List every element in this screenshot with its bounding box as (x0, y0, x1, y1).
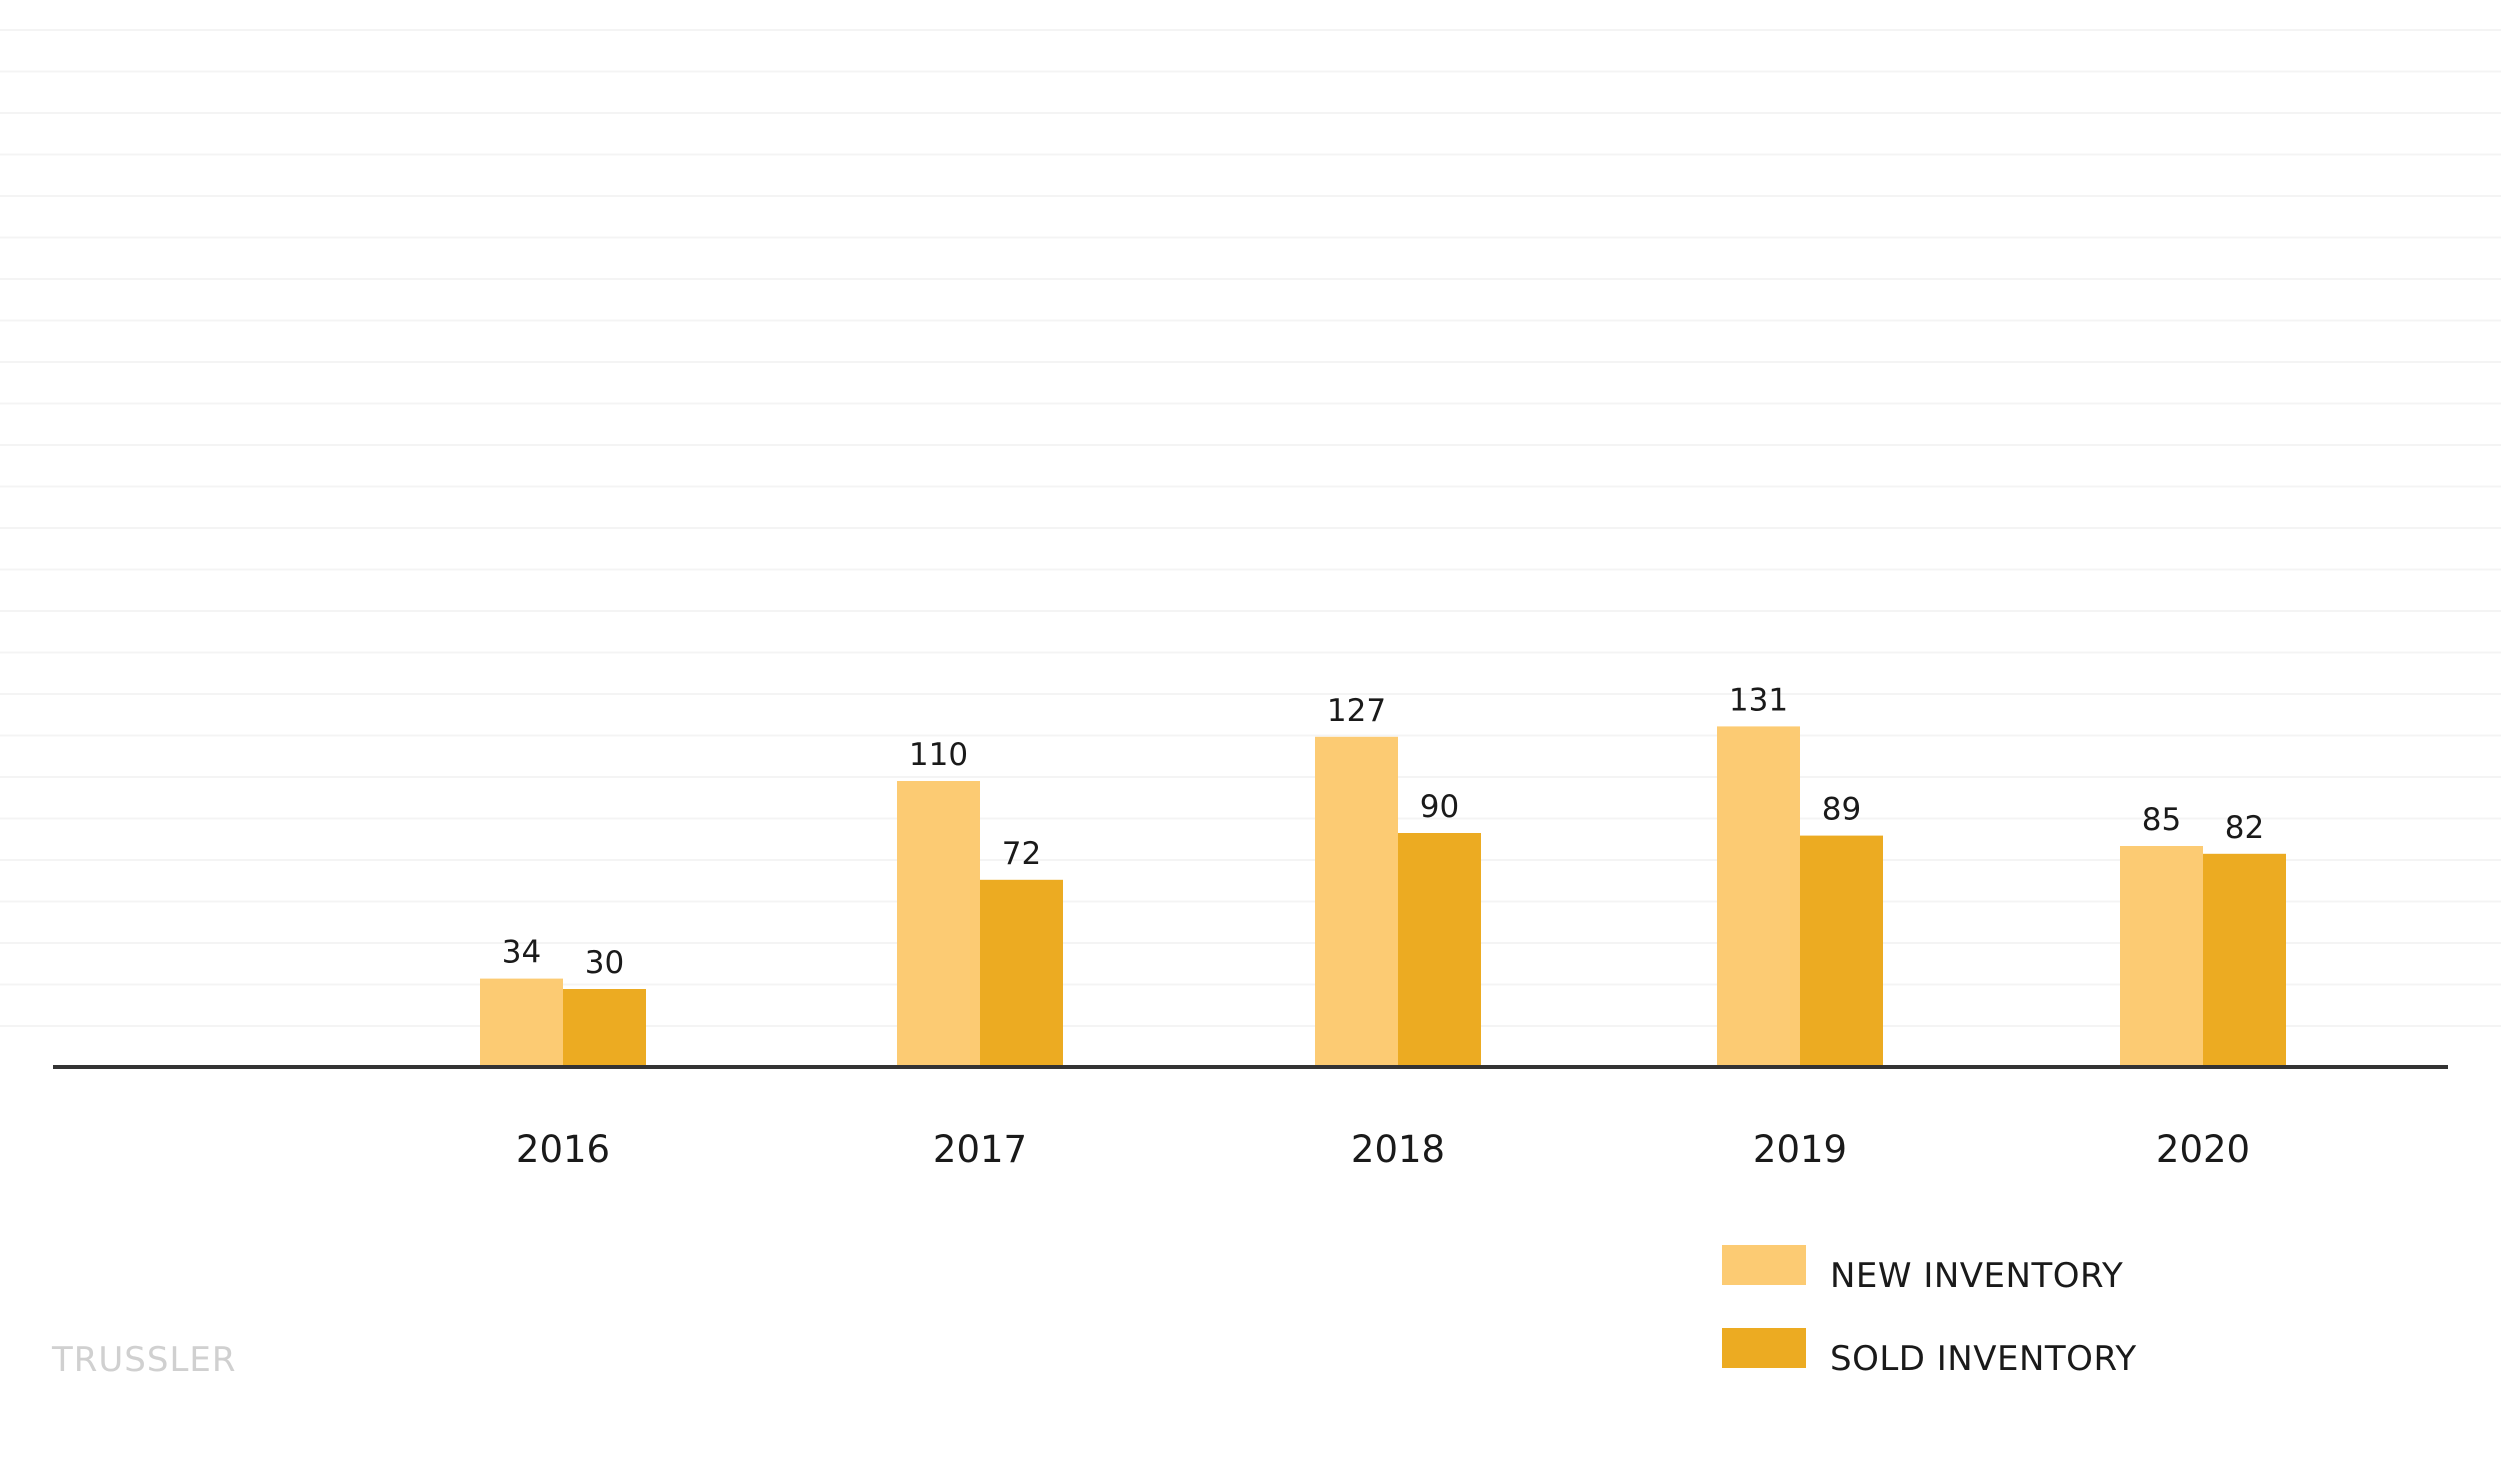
legend-label-new-inventory: NEW INVENTORY (1830, 1256, 2123, 1296)
bar-new-inventory-2019 (1717, 726, 1800, 1067)
brand-logo-text: TRUSSLER (51, 1340, 237, 1380)
bar-sold-inventory-2019 (1800, 835, 1883, 1067)
bar-new-inventory-2018 (1315, 736, 1398, 1067)
legend: NEW INVENTORY SOLD INVENTORY (1722, 1245, 2137, 1379)
value-label-new-inventory-2020: 85 (2142, 802, 2181, 838)
value-label-sold-inventory-2019: 89 (1822, 792, 1861, 828)
bar-new-inventory-2016 (480, 978, 563, 1067)
bar-sold-inventory-2018 (1398, 833, 1481, 1067)
bar-sold-inventory-2017 (980, 879, 1063, 1067)
value-label-sold-inventory-2020: 82 (2225, 810, 2264, 846)
x-tick-labels: 2016 2017 2018 2019 2020 (516, 1128, 2250, 1171)
value-label-sold-inventory-2018: 90 (1420, 789, 1459, 825)
value-label-new-inventory-2017: 110 (909, 737, 968, 773)
bar-new-inventory-2017 (897, 781, 980, 1067)
value-labels: 34 30 110 72 127 90 131 89 85 82 (502, 682, 2264, 981)
bar-sold-inventory-2020 (2203, 853, 2286, 1067)
x-tick-label-2020: 2020 (2156, 1128, 2250, 1171)
value-label-new-inventory-2016: 34 (502, 935, 541, 971)
legend-swatch-sold-inventory (1722, 1328, 1806, 1368)
x-tick-label-2017: 2017 (933, 1128, 1027, 1171)
bars (480, 726, 2286, 1067)
x-tick-label-2019: 2019 (1753, 1128, 1847, 1171)
value-label-new-inventory-2018: 127 (1327, 693, 1386, 729)
legend-swatch-new-inventory (1722, 1245, 1806, 1285)
bar-sold-inventory-2016 (563, 989, 646, 1067)
gridlines (0, 29, 2501, 1027)
x-tick-label-2018: 2018 (1351, 1128, 1445, 1171)
x-tick-label-2016: 2016 (516, 1128, 610, 1171)
legend-label-sold-inventory: SOLD INVENTORY (1830, 1339, 2137, 1379)
value-label-new-inventory-2019: 131 (1729, 682, 1788, 718)
value-label-sold-inventory-2017: 72 (1002, 836, 1041, 872)
bar-new-inventory-2020 (2120, 846, 2203, 1067)
value-label-sold-inventory-2016: 30 (585, 945, 624, 981)
